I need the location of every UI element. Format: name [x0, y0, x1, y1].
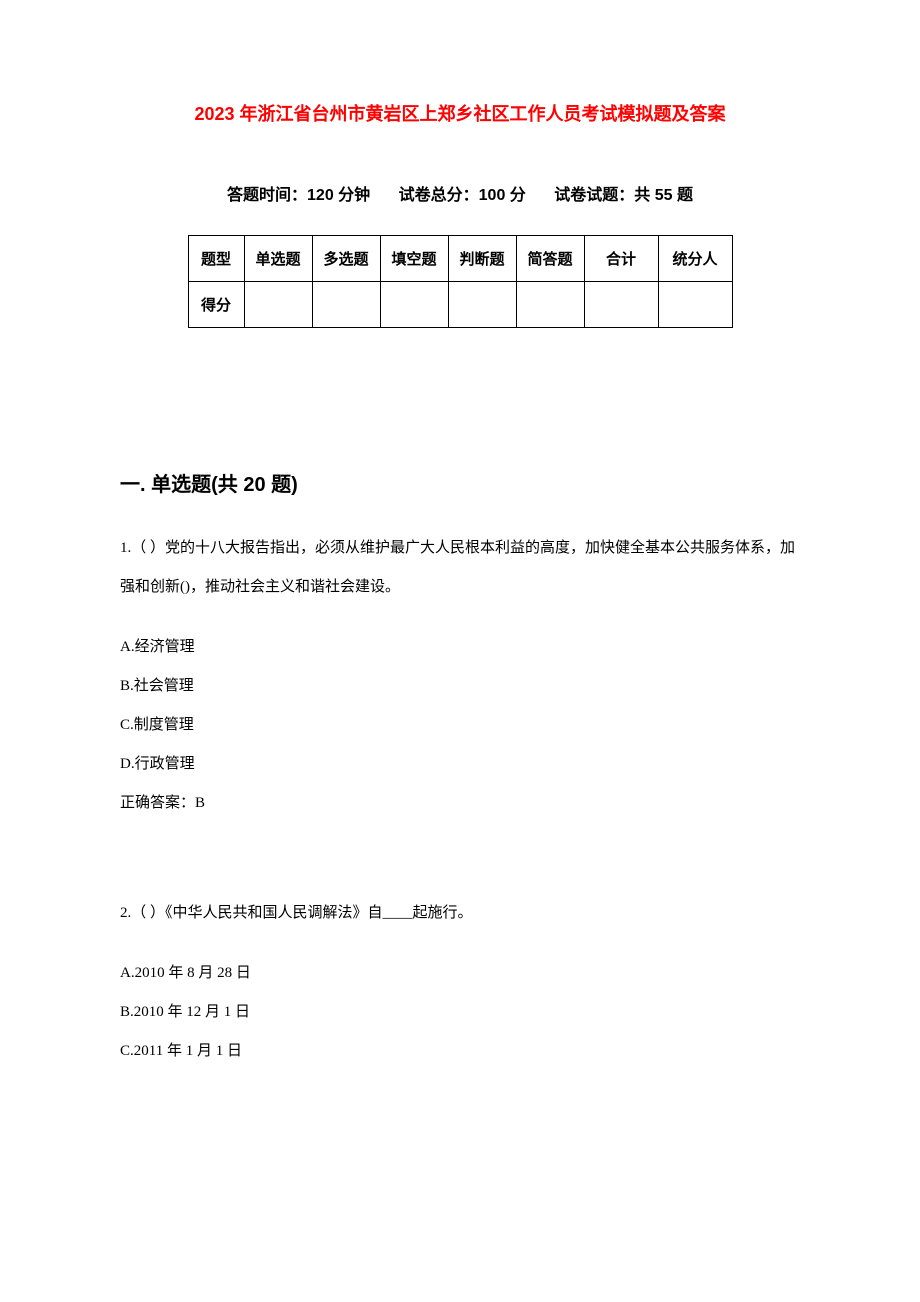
- table-score-row: 得分: [188, 282, 732, 328]
- answer-text: 正确答案：B: [120, 791, 800, 812]
- table-header-cell: 简答题: [516, 236, 584, 282]
- meta-total: 试卷总分：100 分: [399, 187, 526, 204]
- option-c: C.制度管理: [120, 713, 800, 734]
- table-cell: [516, 282, 584, 328]
- question-1: 1.（ ）党的十八大报告指出，必须从维护最广大人民根本利益的高度，加快健全基本公…: [120, 529, 800, 812]
- meta-time: 答题时间：120 分钟: [227, 187, 370, 204]
- table-header-cell: 判断题: [448, 236, 516, 282]
- table-header-cell: 多选题: [312, 236, 380, 282]
- option-a: A.经济管理: [120, 635, 800, 656]
- option-c: C.2011 年 1 月 1 日: [120, 1039, 800, 1060]
- table-header-cell: 统分人: [658, 236, 732, 282]
- table-header-cell: 填空题: [380, 236, 448, 282]
- table-cell: [312, 282, 380, 328]
- table-header-row: 题型 单选题 多选题 填空题 判断题 简答题 合计 统分人: [188, 236, 732, 282]
- option-a: A.2010 年 8 月 28 日: [120, 961, 800, 982]
- question-text: 2.（ ）《中华人民共和国人民调解法》自____起施行。: [120, 894, 800, 933]
- meta-count: 试卷试题：共 55 题: [554, 187, 693, 204]
- table-cell: [584, 282, 658, 328]
- table-cell: [448, 282, 516, 328]
- table-header-cell: 单选题: [244, 236, 312, 282]
- section-heading: 一. 单选题(共 20 题): [120, 468, 800, 497]
- option-b: B.2010 年 12 月 1 日: [120, 1000, 800, 1021]
- exam-meta-line: 答题时间：120 分钟 试卷总分：100 分 试卷试题：共 55 题: [120, 181, 800, 205]
- table-cell: [380, 282, 448, 328]
- option-d: D.行政管理: [120, 752, 800, 773]
- option-b: B.社会管理: [120, 674, 800, 695]
- table-header-cell: 题型: [188, 236, 244, 282]
- table-cell: [244, 282, 312, 328]
- score-table: 题型 单选题 多选题 填空题 判断题 简答题 合计 统分人 得分: [188, 235, 733, 328]
- document-title: 2023 年浙江省台州市黄岩区上郑乡社区工作人员考试模拟题及答案: [120, 100, 800, 126]
- question-text: 1.（ ）党的十八大报告指出，必须从维护最广大人民根本利益的高度，加快健全基本公…: [120, 529, 800, 607]
- question-2: 2.（ ）《中华人民共和国人民调解法》自____起施行。 A.2010 年 8 …: [120, 894, 800, 1060]
- table-cell: [658, 282, 732, 328]
- table-row-label: 得分: [188, 282, 244, 328]
- table-header-cell: 合计: [584, 236, 658, 282]
